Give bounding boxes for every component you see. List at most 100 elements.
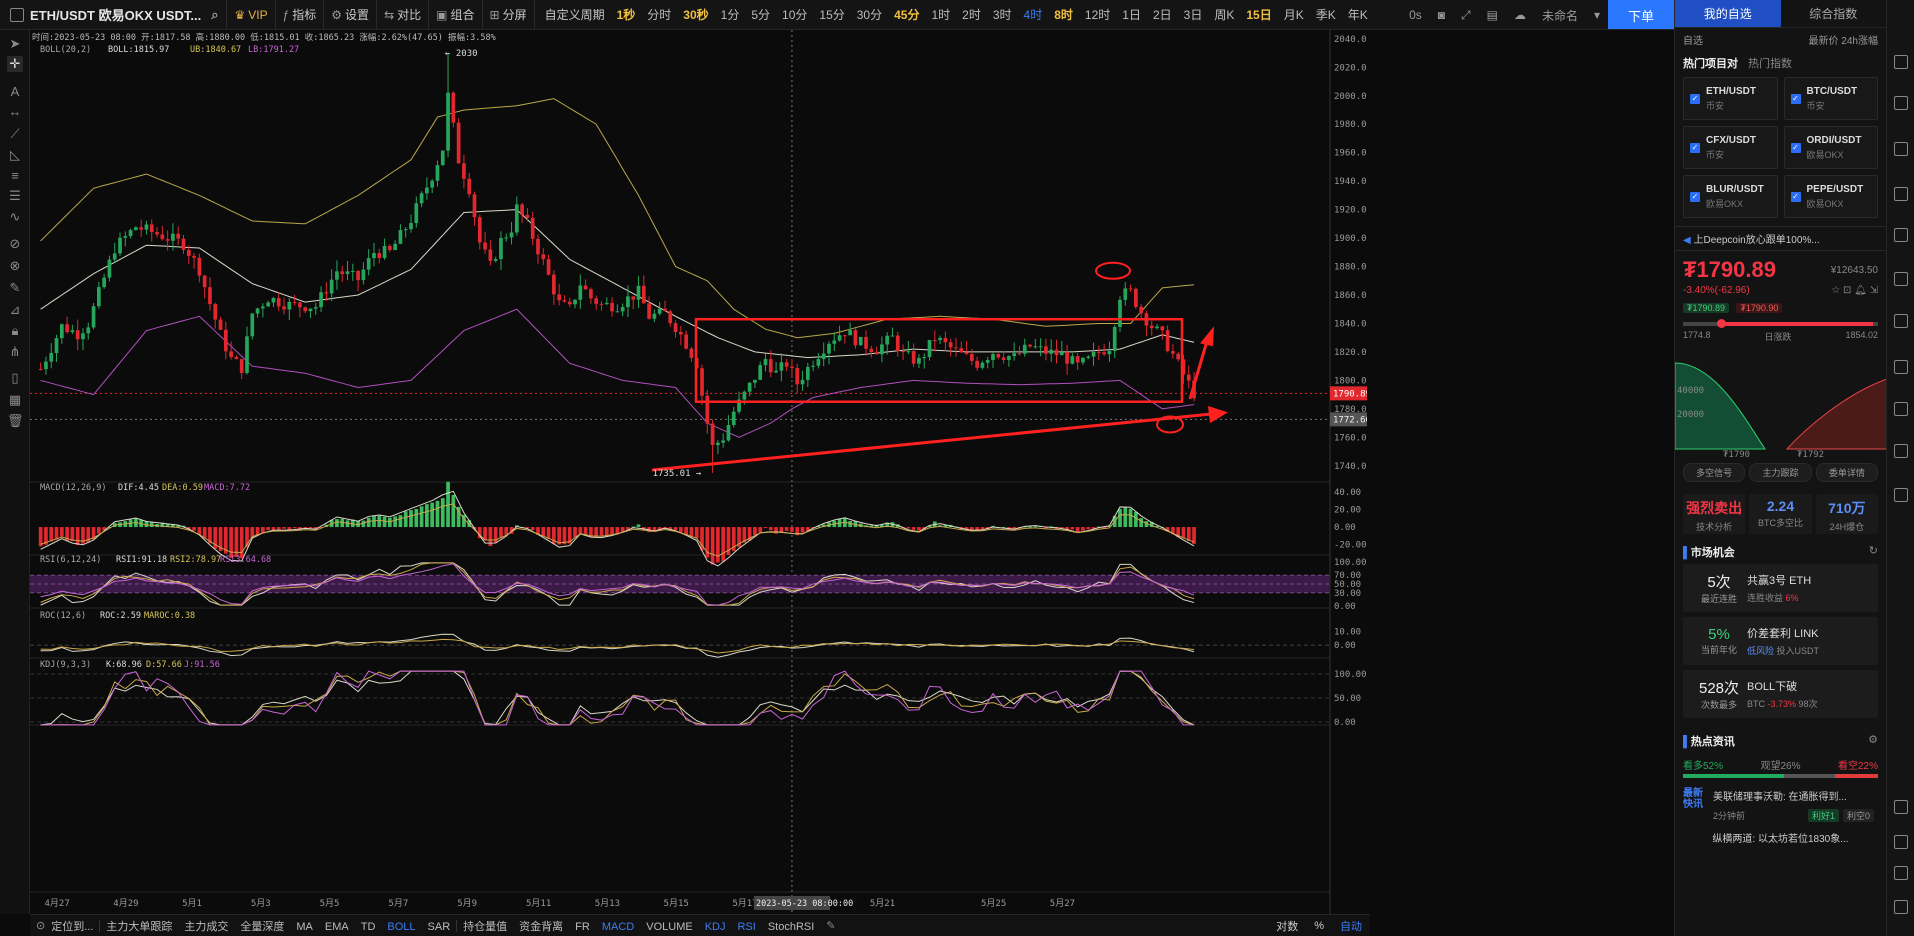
hot-pair-card[interactable]: ✓ ETH/USDT 币安	[1683, 77, 1778, 120]
search-icon[interactable]: ⌕	[211, 6, 219, 22]
indicator-ma[interactable]: MA	[296, 920, 313, 933]
magnet-icon[interactable]: ⋔	[9, 344, 21, 359]
indicator-全量深度[interactable]: 全量深度	[240, 920, 285, 933]
calendar-icon[interactable]	[1894, 142, 1908, 156]
crosshair-icon[interactable]: ✛	[7, 56, 23, 72]
settings-button[interactable]: ⚙ 设置	[324, 0, 378, 29]
period-19[interactable]: 15日	[1246, 8, 1272, 22]
hot-pair-card[interactable]: ✓ CFX/USDT 币安	[1683, 126, 1778, 169]
lock-icon[interactable]: 🔒︎	[11, 323, 19, 338]
period-21[interactable]: 季K	[1315, 8, 1336, 22]
indicator-主力大单跟踪[interactable]: 主力大单跟踪	[106, 920, 173, 933]
period-15[interactable]: 1日	[1122, 8, 1141, 22]
opportunity-card[interactable]: 528次 次数最多 BOLL下破 BTC -3.73% 98次	[1683, 670, 1878, 718]
hot-pairs-label[interactable]: 热门项目对	[1683, 58, 1738, 70]
hot-pair-card[interactable]: ✓ BLUR/USDT 欧易OKX	[1683, 175, 1778, 218]
fib-icon[interactable]: ≡	[11, 168, 19, 183]
indicator-kdj[interactable]: KDJ	[704, 920, 726, 933]
checkbox-icon[interactable]: ✓	[1790, 93, 1801, 104]
watchlist-icon[interactable]	[1894, 55, 1908, 69]
indicator-fr[interactable]: FR	[575, 920, 590, 933]
brush-icon[interactable]: ✎	[9, 280, 21, 295]
order-button[interactable]: 下单	[1608, 0, 1674, 29]
auto-scale-button[interactable]: 自动	[1340, 921, 1362, 933]
help-icon[interactable]	[1894, 800, 1908, 814]
pro-icon[interactable]	[1894, 488, 1908, 502]
period-5[interactable]: 10分	[782, 8, 808, 22]
period-2[interactable]: 30秒	[683, 8, 709, 22]
info-icon[interactable]	[1894, 187, 1908, 201]
checkbox-icon[interactable]: ✓	[1690, 191, 1700, 202]
period-0[interactable]: 1秒	[616, 8, 636, 22]
signal-pill[interactable]: 多空信号	[1683, 463, 1746, 482]
period-11[interactable]: 3时	[992, 8, 1012, 22]
period-13[interactable]: 8时	[1054, 8, 1073, 22]
tasks-icon[interactable]	[1894, 272, 1908, 286]
news-item[interactable]: 最新快讯 美联储理事沃勒: 在通胀得到... 2分钟前 利好1 利空0	[1675, 780, 1886, 830]
chevron-down-icon[interactable]: ▾	[1593, 8, 1600, 22]
percent-scale-button[interactable]: %	[1314, 920, 1324, 932]
signal-card[interactable]: 强烈卖出 技术分析	[1683, 494, 1746, 534]
split-screen-button[interactable]: ⊞ 分屏	[483, 0, 535, 29]
layout-icon[interactable]: ▤	[1486, 8, 1498, 22]
locate-button[interactable]: 定位到...	[51, 920, 94, 933]
indicator-macd[interactable]: MACD	[601, 920, 635, 933]
checkbox-icon[interactable]: ✓	[1690, 93, 1700, 104]
alarm-icon[interactable]	[1894, 314, 1908, 328]
ray-icon[interactable]: ◺	[10, 147, 20, 162]
checkbox-icon[interactable]: ✓	[1790, 142, 1801, 153]
indicator-rsi[interactable]: RSI	[737, 920, 756, 933]
pattern-icon[interactable]: ⊘	[9, 236, 21, 251]
compare-button[interactable]: ⇆ 对比	[377, 0, 430, 29]
period-8[interactable]: 45分	[894, 8, 920, 22]
channel-icon[interactable]: ☰	[9, 188, 21, 203]
opportunity-card[interactable]: 5次 最近连胜 共赢3号 ETH 连胜收益 6%	[1683, 564, 1878, 612]
period-22[interactable]: 年K	[1347, 8, 1368, 22]
trend-line-icon[interactable]: ⟋	[10, 126, 20, 141]
w-icon[interactable]	[1894, 444, 1908, 458]
signal-card[interactable]: 2.24 BTC多空比	[1749, 494, 1812, 534]
template-icon[interactable]: ▦	[8, 392, 22, 407]
indicator-ema[interactable]: EMA	[324, 920, 349, 933]
opportunity-card[interactable]: 5% 当前年化 价差套利 LINK 低风险 投入USDT	[1683, 617, 1878, 665]
period-3[interactable]: 1分	[720, 8, 740, 22]
indicator-持仓量值[interactable]: 持仓量值	[463, 920, 508, 933]
bell-icon[interactable]	[1894, 835, 1908, 849]
edit-icon[interactable]: ✎	[826, 920, 836, 932]
indicator-资金背离[interactable]: 资金背离	[519, 920, 564, 933]
wave-icon[interactable]: ∿	[9, 209, 21, 224]
indicator-stochrsi[interactable]: StochRSI	[767, 920, 815, 933]
indicator-boll[interactable]: BOLL	[387, 920, 416, 933]
announcement[interactable]: ◀︎ 上Deepcoin放心跟单100%...	[1675, 226, 1886, 251]
pattern2-icon[interactable]: ⊗	[9, 258, 21, 273]
measure-icon[interactable]: ⊿	[9, 302, 21, 317]
indicator-volume[interactable]: VOLUME	[646, 920, 693, 933]
watchlist-filter[interactable]: 自选	[1683, 36, 1703, 47]
hot-index-label[interactable]: 热门指数	[1748, 58, 1792, 70]
back-to-top-icon[interactable]	[1894, 900, 1908, 914]
headset-icon[interactable]	[1894, 866, 1908, 880]
pen-icon[interactable]	[1894, 360, 1908, 374]
symbol-selector[interactable]: ETH/USDT 欧易OKX USDT... ⌕	[0, 0, 228, 29]
cursor-icon[interactable]: ➤	[9, 36, 21, 51]
checkbox-icon[interactable]: ✓	[1690, 142, 1700, 153]
period-1[interactable]: 分时	[647, 8, 672, 22]
hot-pair-card[interactable]: ✓ PEPE/USDT 欧易OKX	[1783, 175, 1878, 218]
chat-icon[interactable]	[1894, 402, 1908, 416]
bar-chart-icon[interactable]	[1894, 228, 1908, 242]
checkbox-icon[interactable]: ✓	[1790, 191, 1801, 202]
refresh-icon[interactable]: ↻	[1868, 545, 1878, 557]
period-6[interactable]: 15分	[819, 8, 845, 22]
log-scale-button[interactable]: 对数	[1276, 921, 1299, 933]
period-12[interactable]: 4时	[1023, 8, 1043, 22]
indicator-主力成交[interactable]: 主力成交	[184, 920, 229, 933]
custom-period-dropdown[interactable]: 自定义周期	[544, 8, 605, 22]
vip-button[interactable]: ♛ VIP	[227, 0, 276, 29]
chart-area[interactable]: 2040.00 2020.00 2000.00 1980.00 1960.00 1940.…	[30, 30, 1372, 914]
period-20[interactable]: 月K	[1283, 8, 1304, 22]
list-icon[interactable]	[1894, 96, 1908, 110]
camera-icon[interactable]: ◙	[1437, 8, 1445, 22]
trash-icon[interactable]: 🗑︎	[7, 413, 24, 428]
line-icon[interactable]: ↔	[8, 104, 22, 119]
text-icon[interactable]: A	[10, 84, 20, 99]
